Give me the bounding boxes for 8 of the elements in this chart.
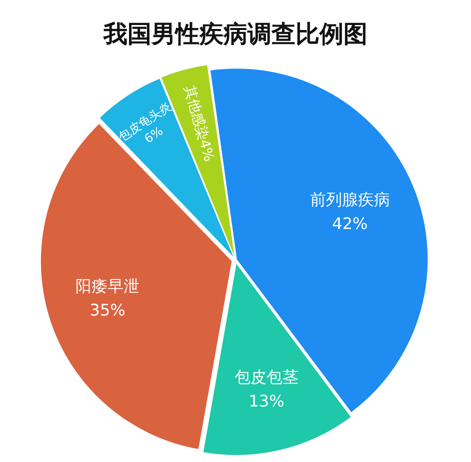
slice-label: 包皮包茎 [234,367,299,386]
data-label: 13% [248,391,284,410]
data-label: 35% [90,300,126,320]
slice-label: 阳痿早泄 [76,276,140,296]
slice-label: 前列腺疾病 [310,190,390,209]
data-label: 42% [332,214,368,233]
chart-title: 我国男性疾病调查比例图 [102,19,368,50]
slice-label: 其他感染4% [180,84,217,164]
